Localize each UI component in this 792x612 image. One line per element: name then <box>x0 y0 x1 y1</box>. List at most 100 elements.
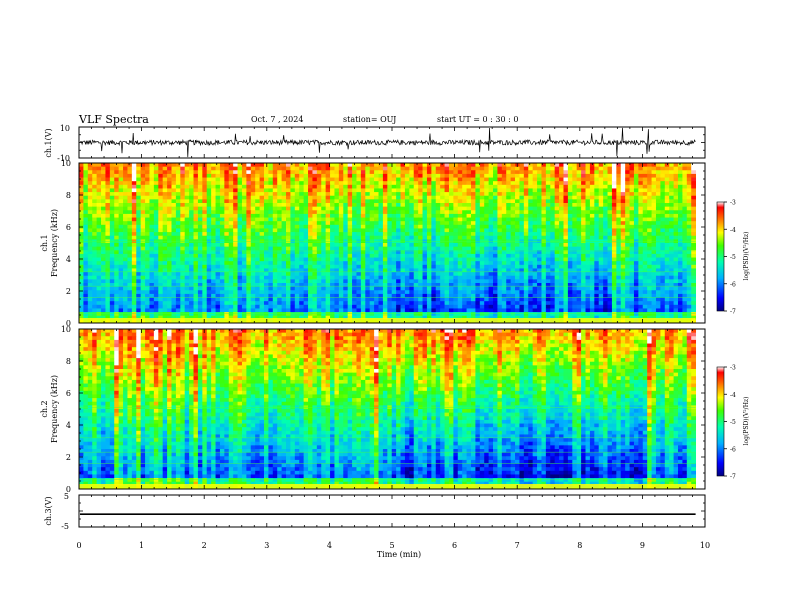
spectrogram-cell <box>272 221 278 226</box>
spectrogram-cell <box>655 217 661 222</box>
spectrogram-cell <box>501 283 507 288</box>
spectrogram-cell <box>682 206 688 211</box>
spectrogram-cell <box>101 173 106 178</box>
spectrogram-cell <box>149 246 155 251</box>
spectrogram-cell <box>515 195 520 200</box>
spectrogram-cell <box>493 203 498 208</box>
spectrogram-cell <box>669 166 674 171</box>
spectrogram-cell <box>448 163 454 168</box>
spectrogram-cell <box>677 228 683 233</box>
spectrogram-cell <box>96 210 102 215</box>
spectrogram-cell <box>272 166 278 171</box>
spectrogram-cell <box>484 206 489 211</box>
spectrogram-cell <box>440 192 445 197</box>
spectrogram-cell <box>541 188 547 193</box>
spectrogram-cell <box>308 217 313 222</box>
spectrogram-cell <box>510 279 516 284</box>
spectrogram-cell <box>237 221 243 226</box>
spectrogram-cell <box>453 184 459 189</box>
spectrogram-cell <box>501 257 507 262</box>
spectrogram-cell <box>475 272 481 277</box>
spectrogram-cell <box>493 279 498 284</box>
spectrogram-cell <box>515 275 520 280</box>
spectrogram-cell <box>162 163 168 168</box>
spectrogram-cell <box>197 246 203 251</box>
spectrogram-cell <box>470 195 476 200</box>
spectrogram-cell <box>343 184 349 189</box>
spectrogram-cell <box>651 232 657 237</box>
spectrogram-cell <box>647 206 652 211</box>
spectrogram-cell <box>79 279 84 284</box>
spectrogram-cell <box>563 166 569 171</box>
spectrogram-cell <box>286 184 291 189</box>
spectrogram-cell <box>347 213 353 218</box>
spectrogram-cell <box>184 210 190 215</box>
spectrogram-cell <box>391 195 397 200</box>
spectrogram-cell <box>136 217 142 222</box>
spectrogram-cell <box>259 264 265 269</box>
spectrogram-cell <box>545 272 551 277</box>
spectrogram-cell <box>611 206 617 211</box>
spectrogram-cell <box>171 250 177 255</box>
spectrogram-cell <box>277 243 282 248</box>
spectrogram-cell <box>237 199 243 204</box>
spectrogram-cell <box>268 264 274 269</box>
spectrogram-cell <box>541 163 547 168</box>
spectrogram-cell <box>457 275 463 280</box>
spectrogram-cell <box>145 163 150 168</box>
spectrogram-cell <box>559 275 564 280</box>
spectrogram-cell <box>506 173 512 178</box>
spectrogram-cell <box>321 199 327 204</box>
spectrogram-cell <box>374 199 379 204</box>
spectrogram-cell <box>515 173 520 178</box>
spectrogram-cell <box>109 257 115 262</box>
spectrogram-cell <box>488 221 494 226</box>
spectrogram-cell <box>391 170 397 175</box>
spectrogram-cell <box>453 177 459 182</box>
spectrogram-cell <box>149 163 155 168</box>
spectrogram-cell <box>114 283 120 288</box>
spectrogram-cell <box>391 163 397 168</box>
spectrogram-cell <box>233 217 238 222</box>
spectrogram-cell <box>219 268 225 273</box>
spectrogram-cell <box>422 173 428 178</box>
spectrogram-cell <box>140 170 146 175</box>
spectrogram-cell <box>493 235 498 240</box>
spectrogram-cell <box>563 177 569 182</box>
spectrogram-cell <box>559 206 564 211</box>
spectrogram-cell <box>149 275 155 280</box>
spectrogram-cell <box>470 170 476 175</box>
spectrogram-cell <box>290 243 296 248</box>
spectrogram-cell <box>109 243 115 248</box>
spectrogram-cell <box>233 253 238 258</box>
spectrogram-cell <box>303 184 309 189</box>
spectrogram-cell <box>554 286 560 291</box>
spectrogram-cell <box>87 268 93 273</box>
spectrogram-cell <box>136 173 142 178</box>
spectrogram-cell <box>101 203 106 208</box>
spectrogram-cell <box>589 199 595 204</box>
spectrogram-cell <box>559 283 564 288</box>
spectrogram-cell <box>426 275 432 280</box>
spectrogram-cell <box>493 195 498 200</box>
spectrogram-cell <box>673 210 679 215</box>
spectrogram-cell <box>572 224 578 229</box>
spectrogram-cell <box>175 199 181 204</box>
spectrogram-cell <box>651 224 657 229</box>
spectrogram-cell <box>572 235 578 240</box>
spectrogram-cell <box>175 246 181 251</box>
spectrogram-cell <box>180 257 186 262</box>
spectrogram-cell <box>642 264 648 269</box>
spectrogram-cell <box>343 188 349 193</box>
spectrogram-cell <box>413 235 419 240</box>
spectrogram-cell <box>79 272 84 277</box>
spectrogram-cell <box>145 192 150 197</box>
spectrogram-cell <box>79 181 84 186</box>
spectrogram-cell <box>616 173 622 178</box>
spectrogram-cell <box>211 257 216 262</box>
spectrogram-cell <box>347 279 353 284</box>
spectrogram-cell <box>440 163 445 168</box>
spectrogram-cell <box>356 246 362 251</box>
spectrogram-cell <box>519 184 525 189</box>
spectrogram-cell <box>448 279 454 284</box>
